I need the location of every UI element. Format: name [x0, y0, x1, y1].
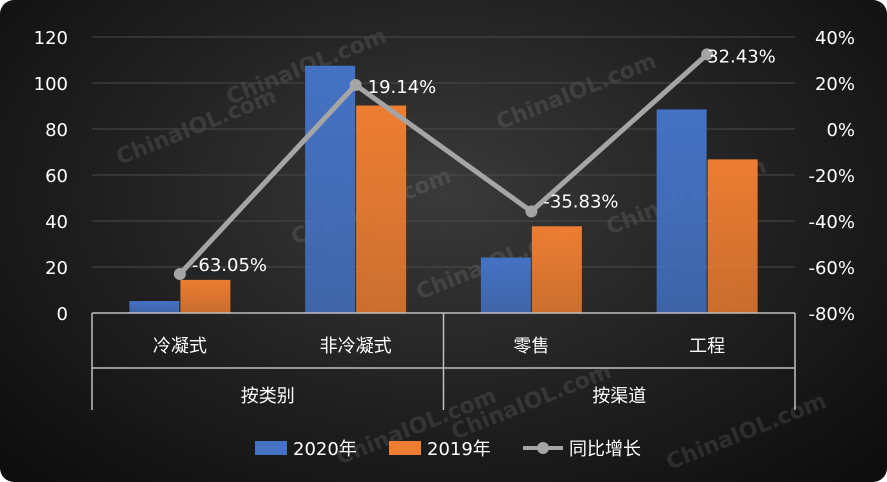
group-label: 按渠道 [592, 386, 646, 407]
y-right-tick-label: -20% [808, 166, 855, 187]
y-right-tick-label: 20% [815, 74, 855, 95]
y-left-tick-label: 80 [45, 120, 68, 141]
y-left-tick-label: 0 [57, 304, 68, 325]
legend-swatch-2020 [255, 441, 287, 455]
growth-data-label: 32.43% [707, 46, 776, 67]
growth-point [701, 48, 714, 61]
y-right-tick-label: -40% [808, 212, 855, 233]
y-left-tick-label: 100 [34, 74, 68, 95]
category-label: 零售 [513, 336, 549, 357]
bar-2020 [305, 65, 356, 313]
bar-2020 [656, 109, 707, 313]
y-right-tick-label: -60% [808, 258, 855, 279]
legend-label: 2020年 [293, 439, 357, 460]
growth-point [525, 205, 538, 218]
y-left-tick-label: 60 [45, 166, 68, 187]
y-right-tick-label: -80% [808, 304, 855, 325]
y-right-tick-label: 0% [826, 120, 855, 141]
legend-marker [537, 442, 549, 454]
y-right-tick-label: 40% [815, 28, 855, 49]
bar-2019 [707, 159, 758, 313]
category-label: 冷凝式 [153, 336, 207, 357]
y-left-tick-label: 120 [34, 28, 68, 49]
bar-2020 [129, 301, 180, 313]
category-label: 非冷凝式 [320, 336, 392, 357]
watermark-text: ChinaIOL.com [493, 49, 660, 136]
watermark-text: ChinaIOL.com [663, 389, 830, 476]
growth-point [173, 268, 186, 281]
growth-data-label: -35.83% [543, 191, 618, 212]
legend-label: 同比增长 [569, 439, 641, 460]
growth-data-label: 19.14% [368, 77, 437, 98]
legend-swatch-2019 [389, 441, 421, 455]
growth-data-label: -63.05% [192, 255, 267, 276]
category-label: 工程 [689, 336, 725, 357]
y-left-tick-label: 20 [45, 258, 68, 279]
bar-2019 [531, 226, 582, 313]
bar-2019 [356, 105, 407, 313]
bar-2020 [480, 257, 531, 313]
bar-2019 [180, 279, 231, 313]
growth-line [178, 52, 709, 276]
group-label: 按类别 [241, 386, 295, 407]
legend-label: 2019年 [427, 439, 491, 460]
y-left-tick-label: 40 [45, 212, 68, 233]
growth-point [349, 78, 362, 91]
